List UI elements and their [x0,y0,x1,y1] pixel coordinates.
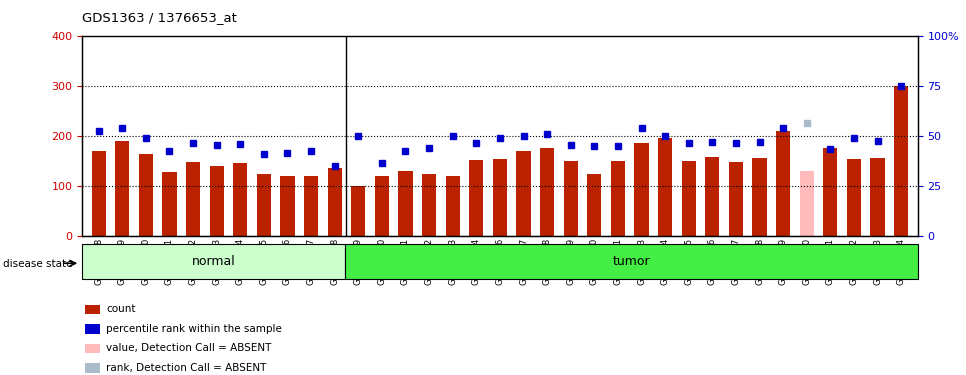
Bar [658,138,672,236]
Bar [517,151,530,236]
Bar [422,174,437,236]
Bar [352,186,365,236]
Bar [280,176,295,236]
Bar [469,159,483,236]
Text: tumor: tumor [612,255,650,268]
Text: rank, Detection Call = ABSENT: rank, Detection Call = ABSENT [106,363,267,373]
Bar [493,159,507,236]
Text: normal: normal [191,255,236,268]
Bar [398,171,412,236]
Bar [345,244,918,279]
Bar [800,171,813,236]
Text: percentile rank within the sample: percentile rank within the sample [106,324,282,334]
Bar [233,162,247,236]
Bar [257,174,270,236]
Text: count: count [106,304,136,314]
Bar [635,144,648,236]
Bar [753,158,767,236]
Bar [162,172,177,236]
Bar [587,174,602,236]
Bar [139,154,153,236]
Bar [115,141,129,236]
Bar [729,162,743,236]
Bar [705,157,720,236]
Bar [540,148,554,236]
Bar [82,244,345,279]
Text: disease state: disease state [3,260,72,269]
Bar [611,161,625,236]
Bar [823,148,838,236]
Bar [375,176,389,236]
Bar [847,159,861,236]
Bar [776,131,790,236]
Bar [895,86,908,236]
Text: GDS1363 / 1376653_at: GDS1363 / 1376653_at [82,11,237,24]
Bar [92,151,105,236]
Text: value, Detection Call = ABSENT: value, Detection Call = ABSENT [106,344,271,353]
Bar [563,161,578,236]
Bar [445,176,460,236]
Bar [304,176,318,236]
Bar [186,162,200,236]
Bar [327,168,342,236]
Bar [682,161,696,236]
Bar [870,158,885,236]
Bar [210,166,224,236]
